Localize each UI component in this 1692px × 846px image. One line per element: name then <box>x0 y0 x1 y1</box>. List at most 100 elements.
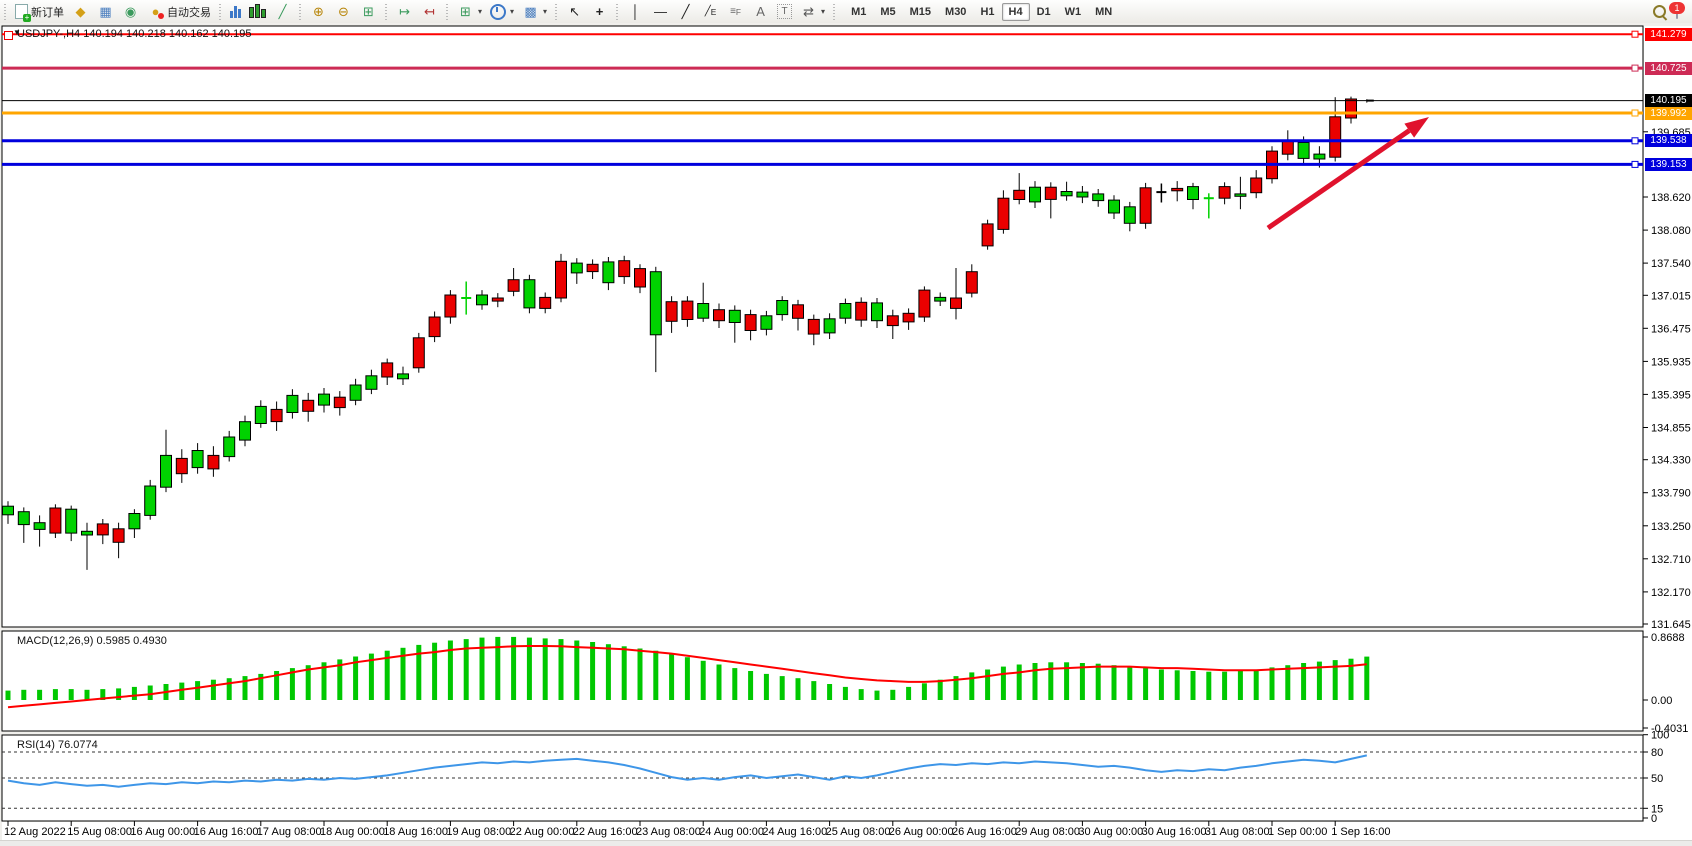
cube-icon: ◆ <box>75 3 86 19</box>
trend-arrow[interactable] <box>1266 117 1429 231</box>
timeframe-M5[interactable]: M5 <box>880 5 896 18</box>
arrows-icon: ⇄ <box>803 3 814 19</box>
search-icon[interactable] <box>1653 5 1666 18</box>
svg-text:30 Aug 16:00: 30 Aug 16:00 <box>1142 826 1207 838</box>
crosshair-button[interactable]: + <box>587 2 612 22</box>
status-bar <box>0 840 1692 846</box>
toolbar-grip[interactable] <box>2 3 9 20</box>
macd-indicator <box>5 636 1370 709</box>
svg-text:138.080: 138.080 <box>1651 225 1691 237</box>
chart-shift-button[interactable]: ↤ <box>417 2 442 22</box>
svg-text:17 Aug 08:00: 17 Aug 08:00 <box>257 826 322 838</box>
notifications-button[interactable]: 1 <box>1669 1 1685 19</box>
svg-text:136.475: 136.475 <box>1651 323 1691 335</box>
zoom-out-button[interactable]: ⊖ <box>331 2 356 22</box>
svg-text:19 Aug 08:00: 19 Aug 08:00 <box>446 826 511 838</box>
autotrade-icon: ● <box>147 4 164 20</box>
zoom-in-button[interactable]: ⊕ <box>306 2 331 22</box>
text-button[interactable]: A <box>748 2 773 22</box>
channel-icon: ╱ E <box>704 5 717 17</box>
svg-text:16 Aug 16:00: 16 Aug 16:00 <box>194 826 259 838</box>
rsi-indicator <box>2 751 1643 809</box>
timeframe-M1[interactable]: M1 <box>851 5 867 18</box>
svg-text:135.395: 135.395 <box>1651 389 1691 401</box>
templates-button[interactable]: ▩ ▾ <box>518 2 551 22</box>
svg-text:1 Sep 00:00: 1 Sep 00:00 <box>1268 826 1327 838</box>
period-icon <box>490 3 507 20</box>
strategy-tester-button[interactable]: ◉ <box>118 2 143 22</box>
svg-text:30 Aug 00:00: 30 Aug 00:00 <box>1078 826 1143 838</box>
price-tag-139.153: 139.153 <box>1645 157 1692 171</box>
svg-text:15: 15 <box>1651 803 1663 815</box>
timeframe-H1[interactable]: H1 <box>980 5 995 18</box>
svg-text:137.015: 137.015 <box>1651 290 1691 302</box>
svg-text:138.620: 138.620 <box>1651 192 1691 204</box>
trendline-button[interactable]: ╱ <box>673 2 698 22</box>
svg-text:0.8688: 0.8688 <box>1651 632 1685 644</box>
line-chart-icon: ╱ <box>278 3 287 19</box>
toolbar-grip[interactable] <box>383 3 390 20</box>
line-chart-button[interactable]: ╱ <box>270 2 295 22</box>
bar-chart-icon <box>230 5 241 18</box>
toolbar-grip[interactable] <box>444 3 451 20</box>
chevron-down-icon: ▾ <box>543 7 548 16</box>
autotrade-button[interactable]: ● 自动交易 <box>143 2 215 22</box>
cursor-button[interactable]: ↖ <box>562 2 587 22</box>
fibonacci-button[interactable]: ≡ F <box>723 2 748 22</box>
chart-canvas[interactable]: 139.685138.620138.080137.540137.015136.4… <box>0 23 1692 845</box>
svg-text:134.855: 134.855 <box>1651 423 1691 435</box>
svg-text:16 Aug 00:00: 16 Aug 00:00 <box>130 826 195 838</box>
auto-scroll-button[interactable]: ↦ <box>392 2 417 22</box>
timeframe-D1[interactable]: D1 <box>1036 5 1051 18</box>
chart-window: 139.685 138.620 138.080 137.540 137.015 136.4… <box>0 23 1692 845</box>
svg-text:1 Sep 16:00: 1 Sep 16:00 <box>1331 826 1390 838</box>
bar-chart-button[interactable] <box>226 3 245 20</box>
market-watch-button[interactable]: ◆ <box>68 2 93 22</box>
vertical-line-button[interactable]: │ <box>623 2 648 22</box>
terminal-button[interactable]: ▦ <box>93 2 118 22</box>
new-order-button[interactable]: + 新订单 <box>11 2 68 22</box>
tile-windows-button[interactable]: ⊞ <box>356 2 381 22</box>
toolbar-grip[interactable] <box>831 3 839 20</box>
new-order-icon: + <box>15 4 31 22</box>
signal-icon: ◉ <box>124 3 137 19</box>
dropdown-arrow-icon[interactable]: ▼ <box>13 28 21 37</box>
arrows-button[interactable]: ⇄ ▾ <box>796 2 829 22</box>
timeframe-M30[interactable]: M30 <box>945 5 967 18</box>
chart-shift-icon: ↤ <box>424 3 435 19</box>
svg-text:0: 0 <box>1651 813 1657 825</box>
horizontal-line-button[interactable]: — <box>648 2 673 22</box>
toolbar-grip[interactable] <box>553 3 561 20</box>
svg-text:133.790: 133.790 <box>1651 488 1691 500</box>
notification-badge: 1 <box>1669 1 1685 14</box>
macd-label: MACD(12,26,9) 0.5985 0.4930 <box>17 635 167 647</box>
timeframe-M15[interactable]: M15 <box>909 5 932 18</box>
chevron-down-icon: ▾ <box>510 7 515 16</box>
toolbar-grip[interactable] <box>614 3 622 20</box>
svg-text:24 Aug 16:00: 24 Aug 16:00 <box>762 826 827 838</box>
timeframe-bar: M1 M5 M15 M30 H1 H4 D1 W1 MN <box>844 2 1119 21</box>
new-chart-button[interactable]: ⊞ ▾ <box>453 2 486 22</box>
timeframe-W1[interactable]: W1 <box>1064 5 1082 18</box>
horizontal-lines[interactable] <box>2 30 1643 168</box>
toolbar-grip[interactable] <box>297 3 304 20</box>
svg-text:100: 100 <box>1651 730 1669 742</box>
zoom-in-icon: ⊕ <box>313 3 324 19</box>
svg-text:132.170: 132.170 <box>1651 587 1691 599</box>
rsi-label: RSI(14) 76.0774 <box>17 739 98 751</box>
chevron-down-icon: ▾ <box>478 7 483 16</box>
svg-text:29 Aug 08:00: 29 Aug 08:00 <box>1015 826 1080 838</box>
svg-text:26 Aug 00:00: 26 Aug 00:00 <box>889 826 954 838</box>
chart-collapse-marker[interactable] <box>4 31 13 40</box>
text-label-button[interactable]: T <box>773 2 796 21</box>
toolbar-grip[interactable] <box>217 3 224 20</box>
timeframe-H4[interactable]: H4 <box>1001 2 1030 21</box>
periods-button[interactable]: ▾ <box>486 2 518 22</box>
candle-chart-button[interactable] <box>245 3 270 20</box>
svg-text:135.935: 135.935 <box>1651 356 1691 368</box>
svg-text:50: 50 <box>1651 773 1663 785</box>
timeframe-MN[interactable]: MN <box>1095 5 1113 18</box>
vline-icon: │ <box>631 3 640 19</box>
channel-button[interactable]: ╱ E <box>698 2 723 22</box>
